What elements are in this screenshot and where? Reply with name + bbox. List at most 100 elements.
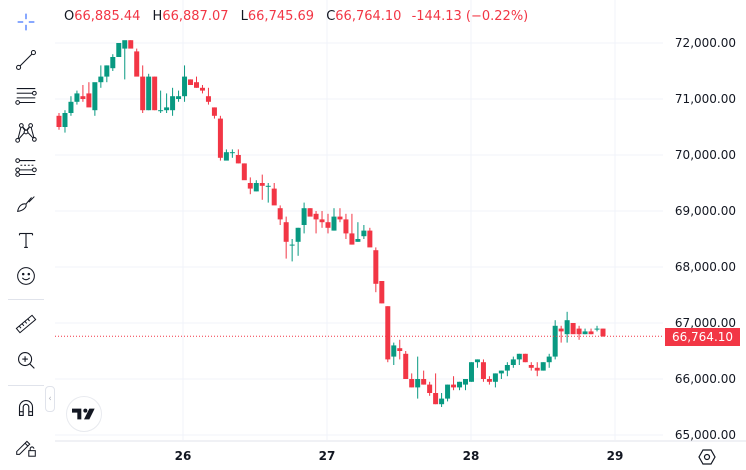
zoom-in-tool[interactable]	[10, 344, 42, 376]
ruler-tool[interactable]	[10, 308, 42, 340]
low-label: L	[240, 9, 248, 24]
zoom-in-icon	[18, 352, 35, 369]
candle-body	[510, 359, 516, 365]
candle-body	[164, 107, 170, 111]
last-price-tag: 66,764.10	[665, 328, 740, 346]
candle-body	[253, 183, 259, 192]
candle-body	[600, 328, 606, 337]
price-axis-label: 65,000.00	[675, 428, 736, 442]
time-axis-label: 28	[463, 449, 480, 463]
candle-body	[277, 208, 283, 220]
candle-body	[409, 379, 415, 388]
candle-body	[110, 57, 116, 69]
collapse-toolbar-button[interactable]: ‹	[45, 386, 55, 412]
candle-body	[217, 118, 223, 158]
candle-body	[468, 362, 474, 382]
low-value: 66,745.69	[247, 9, 315, 24]
candle-body	[546, 356, 552, 363]
tradingview-logo[interactable]	[66, 396, 102, 432]
time-axis-label: 27	[319, 449, 336, 463]
trend-line-icon	[16, 50, 36, 70]
candle-body	[594, 328, 600, 330]
open-value: 66,885.44	[74, 9, 141, 24]
candle-body	[289, 244, 295, 246]
candle-body	[576, 328, 582, 335]
brush-tool[interactable]	[10, 188, 42, 220]
candle-body	[122, 40, 128, 49]
candle-body	[68, 101, 74, 113]
candle-body	[439, 398, 445, 405]
candle-body	[564, 320, 570, 335]
candle-body	[373, 250, 379, 284]
price-axis-label: 72,000.00	[675, 36, 736, 50]
candle-body	[295, 227, 301, 242]
price-axis-label: 70,000.00	[675, 148, 736, 162]
price-axis-label: 71,000.00	[675, 92, 736, 106]
candle-body	[80, 96, 86, 99]
candle-body	[283, 222, 289, 242]
candle-body	[337, 216, 343, 220]
candle-body	[325, 222, 331, 228]
magnet-tool[interactable]	[10, 392, 42, 424]
candle-body	[313, 213, 319, 220]
lock-drawings-tool[interactable]	[10, 430, 42, 462]
candle-body	[193, 82, 199, 88]
candle-body	[516, 353, 522, 360]
horizontal-lines-tool[interactable]	[10, 80, 42, 112]
candle-body	[367, 230, 373, 248]
candle-body	[480, 362, 486, 379]
candle-body	[433, 393, 439, 405]
chart-settings-icon[interactable]	[698, 448, 716, 466]
pattern-tool[interactable]	[10, 116, 42, 148]
magnet-icon	[18, 400, 34, 416]
candle-body	[486, 379, 492, 382]
time-axis-label: 29	[607, 449, 624, 463]
candle-body	[355, 239, 361, 242]
candle-body	[451, 384, 457, 388]
crosshair-icon	[17, 13, 35, 31]
candle-body	[582, 331, 588, 335]
candle-body	[134, 51, 140, 77]
pattern-icon	[15, 123, 37, 143]
high-label: H	[152, 9, 163, 24]
ohlc-legend: O66,885.44 H66,887.07 L66,745.69 C66,764…	[64, 9, 528, 24]
candle-body	[265, 185, 271, 187]
text-tool[interactable]	[10, 224, 42, 256]
candle-body	[397, 348, 403, 351]
text-icon	[18, 232, 34, 248]
candle-body	[379, 281, 385, 304]
candle-body	[498, 370, 504, 374]
emoji-tool[interactable]	[10, 260, 42, 292]
price-axis-label: 67,000.00	[675, 316, 736, 330]
crosshair-tool[interactable]	[10, 6, 42, 38]
toolbar-divider	[8, 299, 44, 300]
candle-body	[199, 87, 205, 91]
candle-body	[152, 76, 158, 111]
toolbar-divider	[8, 385, 44, 386]
fib-retracement-tool[interactable]	[10, 152, 42, 184]
candle-body	[104, 65, 110, 77]
candle-body	[301, 208, 307, 225]
close-value: 66,764.10	[335, 9, 402, 24]
candle-body	[558, 328, 564, 332]
candle-body	[391, 345, 397, 357]
trend-line-tool[interactable]	[10, 44, 42, 76]
candle-body	[188, 79, 194, 85]
candle-body	[98, 76, 104, 83]
candle-body	[116, 43, 122, 57]
high-value: 66,887.07	[162, 9, 229, 24]
horizontal-lines-icon	[15, 88, 37, 105]
candle-body	[235, 155, 241, 164]
candle-body	[241, 163, 247, 181]
candle-body	[588, 331, 594, 335]
drawing-toolbar	[0, 0, 52, 470]
open-label: O	[64, 9, 75, 24]
ruler-icon	[15, 314, 37, 334]
candle-body	[474, 359, 480, 363]
candle-body	[457, 381, 463, 388]
change-value: -144.13 (−0.22%)	[411, 9, 529, 24]
candle-body	[421, 379, 427, 385]
candle-body	[528, 365, 534, 368]
